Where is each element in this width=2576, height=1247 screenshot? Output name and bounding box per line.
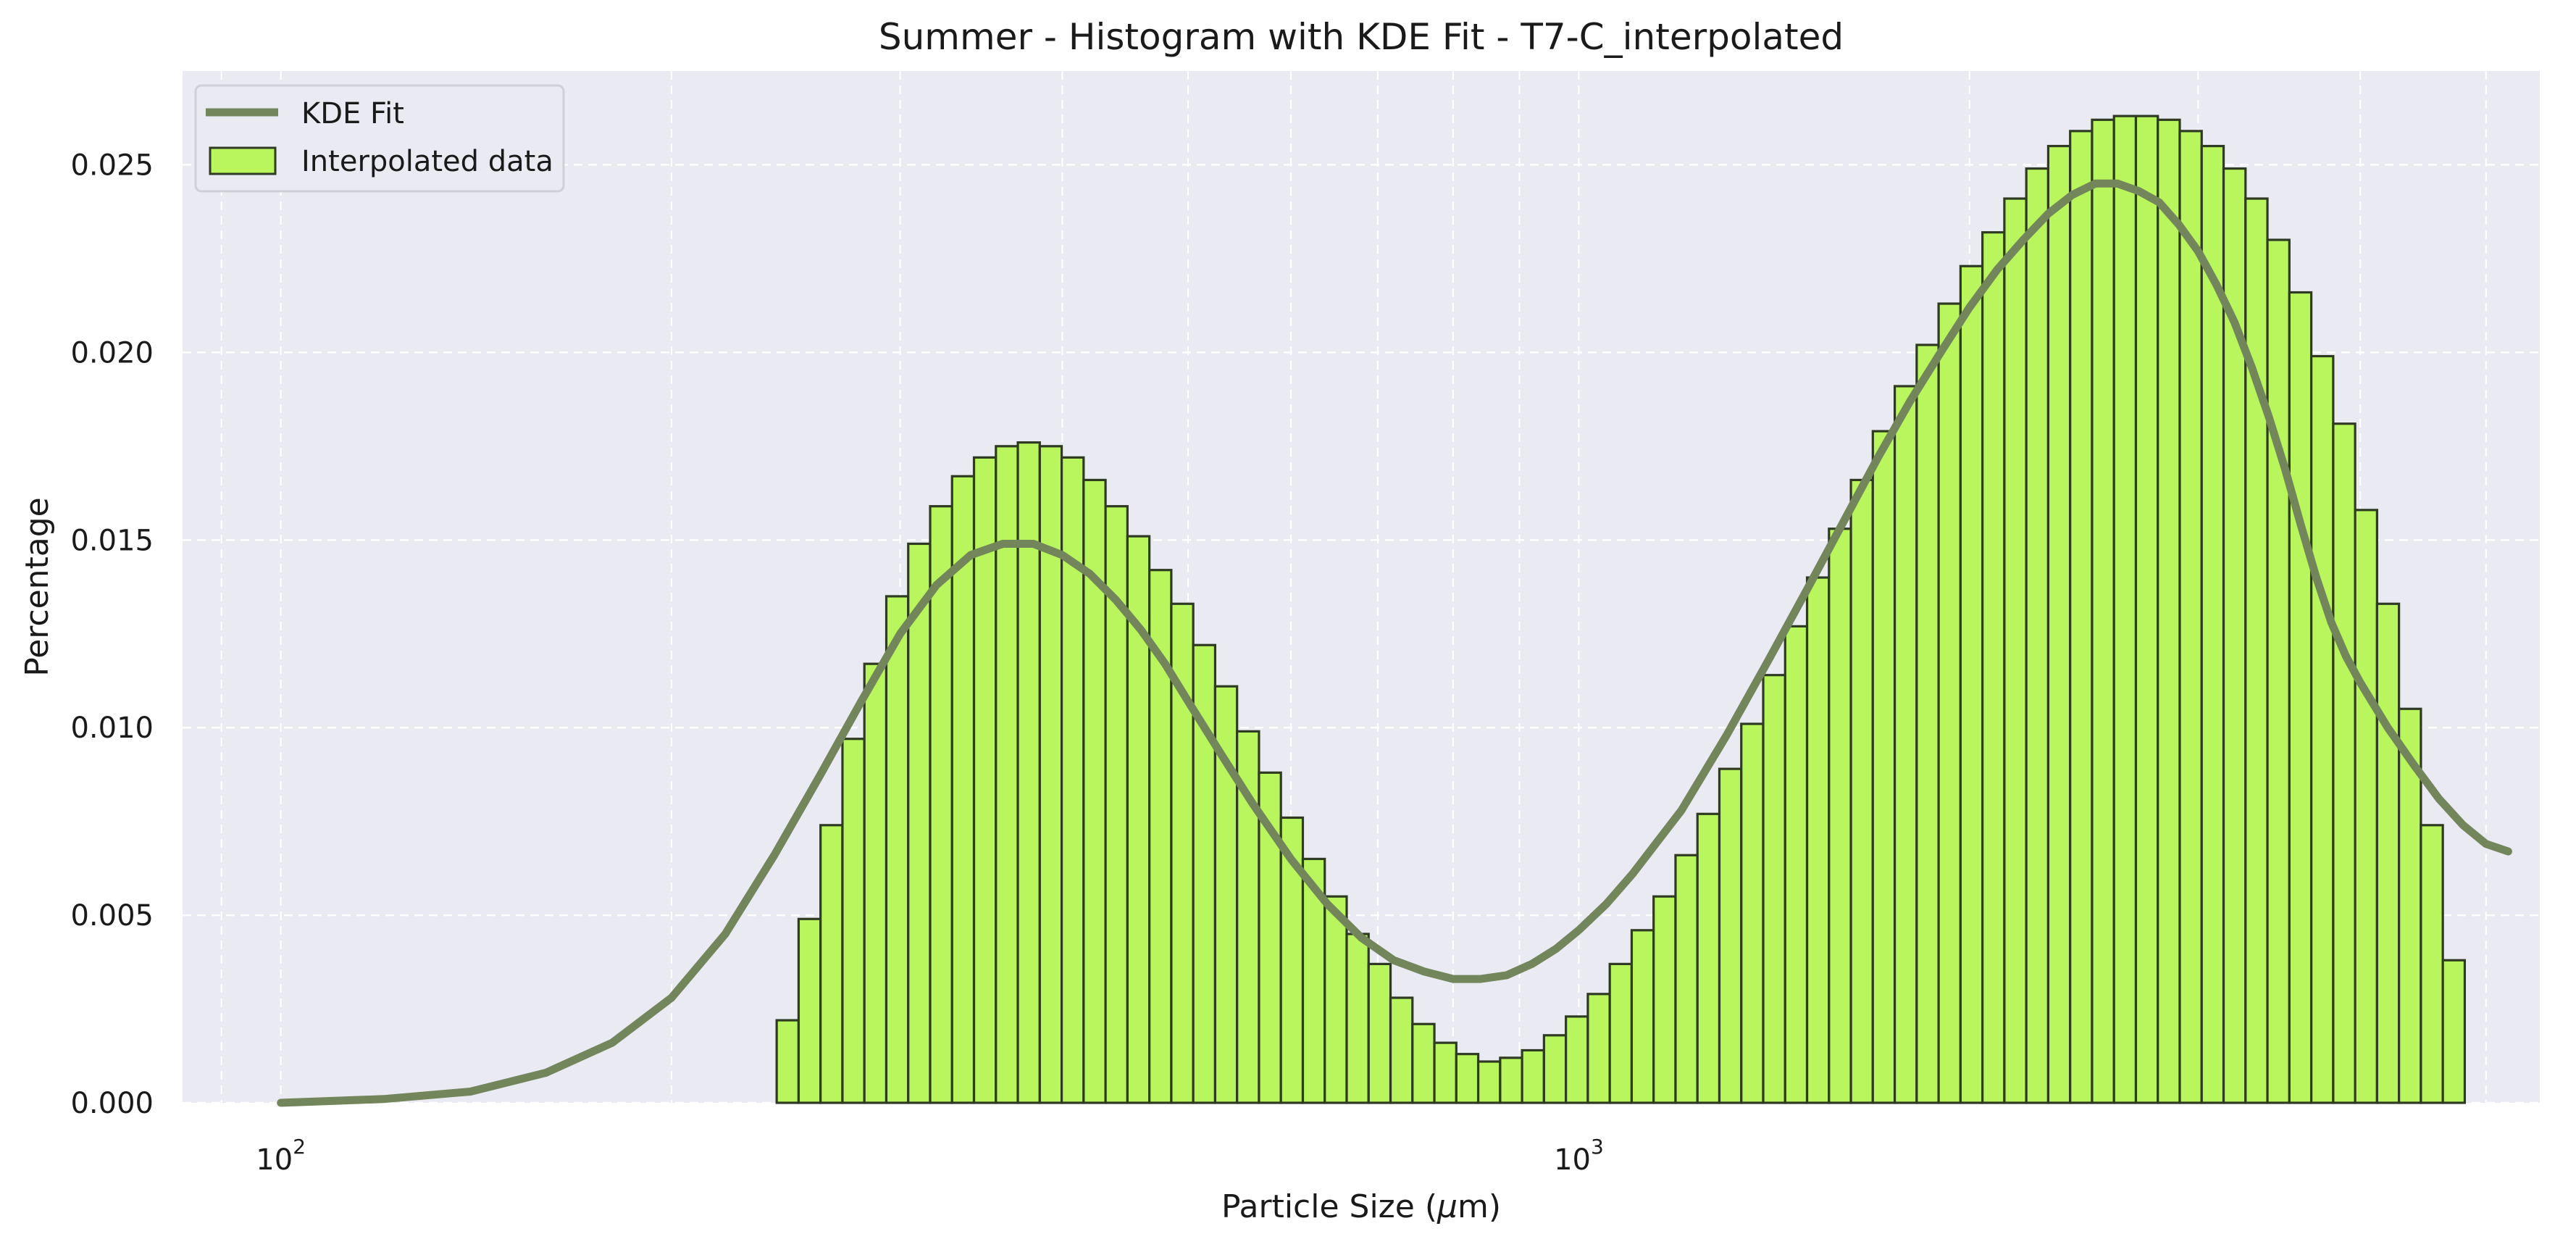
- histogram-bar: [1674, 854, 1699, 1104]
- histogram-bar: [1411, 1022, 1436, 1104]
- histogram-bar: [929, 505, 953, 1104]
- histogram-bar: [2309, 354, 2335, 1104]
- histogram-bar: [1893, 385, 1918, 1104]
- histogram-bar: [1762, 674, 1786, 1104]
- histogram-bar: [1805, 576, 1831, 1104]
- histogram-bar: [797, 917, 822, 1104]
- histogram-bar: [2375, 602, 2401, 1104]
- histogram-bar: [2420, 824, 2444, 1104]
- histogram-bar: [2288, 291, 2313, 1104]
- y-tick-label: 0.015: [70, 524, 154, 557]
- histogram-bar: [1937, 302, 1962, 1104]
- histogram-bar: [2178, 130, 2203, 1104]
- histogram-bar: [2244, 197, 2269, 1104]
- x-axis-title-mu: μ: [1437, 1188, 1458, 1225]
- legend-box: [194, 84, 565, 193]
- histogram-bar: [1696, 812, 1721, 1104]
- histogram-bar: [2134, 114, 2159, 1104]
- legend-hist-swatch: [209, 146, 277, 175]
- histogram-bar: [1565, 1015, 1589, 1104]
- legend-hist-label: Interpolated data: [301, 145, 553, 178]
- histogram-bar: [1718, 767, 1743, 1104]
- x-axis-title-prefix: Particle Size (: [1221, 1188, 1437, 1225]
- histogram-bar: [1783, 625, 1809, 1104]
- histogram-bar: [775, 1019, 800, 1104]
- histogram-bar: [1345, 933, 1370, 1104]
- histogram-bar: [1499, 1056, 1523, 1104]
- histogram-bars: [775, 114, 2467, 1104]
- histogram-bar: [2441, 959, 2467, 1104]
- y-axis-title: Percentage: [19, 497, 56, 677]
- histogram-bar: [2069, 130, 2094, 1104]
- histogram-bar: [2046, 144, 2072, 1104]
- histogram-bar: [1586, 993, 1611, 1104]
- y-tick-label: 0.000: [70, 1087, 154, 1120]
- histogram-bar: [2003, 197, 2028, 1104]
- kde-fit-line: [277, 179, 2512, 1107]
- y-tick-label: 0.025: [70, 149, 154, 182]
- histogram-bar: [2354, 509, 2378, 1104]
- histogram-bar: [1389, 996, 1414, 1104]
- histogram-bar: [1433, 1041, 1458, 1104]
- histogram-bar: [1828, 527, 1852, 1104]
- histogram-bar: [819, 824, 844, 1104]
- legend-kde-label: KDE Fit: [301, 97, 404, 130]
- y-tick-label: 0.005: [70, 899, 154, 933]
- histogram-bar: [1608, 962, 1634, 1104]
- x-axis-title: Particle Size (μm): [1221, 1188, 1501, 1225]
- histogram-bar: [1630, 929, 1655, 1104]
- histogram-bar: [1740, 722, 1765, 1104]
- y-axis-ticks: 0.000 0.005 0.010 0.015 0.020 0.025: [70, 149, 154, 1120]
- histogram-bar: [1323, 895, 1348, 1104]
- histogram-bar: [972, 456, 998, 1104]
- histogram-bar: [1915, 343, 1940, 1104]
- histogram-bar: [1542, 1034, 1568, 1104]
- histogram-bar: [1981, 231, 2006, 1104]
- histogram-bar: [2332, 422, 2357, 1104]
- histogram-bar: [885, 595, 910, 1104]
- y-tick-label: 0.010: [70, 712, 154, 745]
- legend: KDE Fit Interpolated data: [194, 84, 565, 193]
- x-axis-title-suffix: m): [1458, 1188, 1501, 1225]
- histogram-bar: [2200, 144, 2225, 1104]
- x-tick-label: 103: [1554, 1135, 1604, 1177]
- histogram-bar: [841, 738, 866, 1104]
- histogram-bar: [2157, 118, 2181, 1104]
- x-axis-ticks: 102 103: [256, 1135, 1604, 1177]
- histogram-bar: [2112, 114, 2138, 1104]
- histogram-bar: [1455, 1053, 1480, 1104]
- histogram-bar: [2025, 167, 2050, 1104]
- histogram-bar: [1476, 1060, 1502, 1104]
- histogram-bar: [2266, 238, 2291, 1104]
- histogram-bar: [1367, 962, 1392, 1104]
- histogram-bar: [1871, 430, 1897, 1104]
- histogram-bar: [863, 662, 888, 1104]
- chart-title: Summer - Histogram with KDE Fit - T7-C_i…: [879, 16, 1844, 58]
- y-tick-label: 0.020: [70, 336, 154, 370]
- histogram-bar: [1521, 1048, 1545, 1104]
- histogram-bar: [1849, 478, 1874, 1104]
- histogram-bar: [2091, 118, 2115, 1104]
- x-tick-label: 102: [256, 1135, 306, 1177]
- histogram-bar: [907, 542, 932, 1104]
- histogram-bar: [1652, 895, 1677, 1104]
- histogram-bar: [1959, 264, 1984, 1104]
